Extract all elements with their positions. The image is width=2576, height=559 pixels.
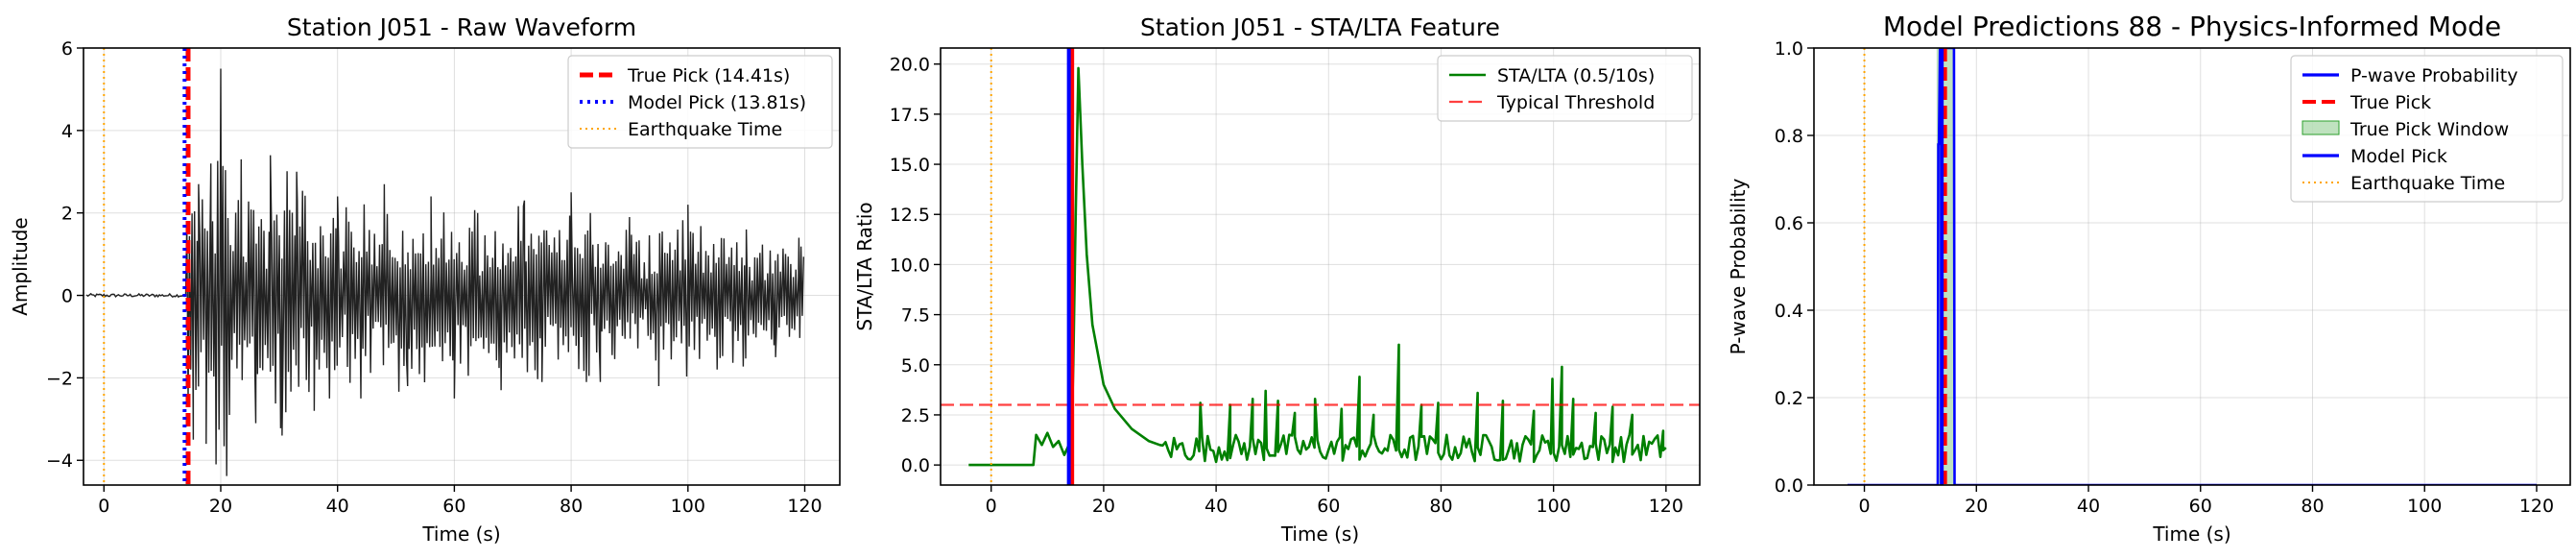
legend: True Pick (14.41s) Model Pick (13.81s) Ear… [567, 55, 833, 149]
x-tick-label: 100 [2407, 496, 2442, 517]
x-tick-label: 80 [2301, 496, 2324, 517]
x-tick-label: 120 [1649, 496, 1683, 517]
y-tick-label: 12.5 [890, 205, 930, 226]
y-tick-label: −4 [46, 450, 73, 472]
x-tick-label: 40 [2077, 496, 2100, 517]
x-tick-label: 120 [2519, 496, 2554, 517]
panel-1: 0 20 40 60 80 100 120 −4 −2 0 2 4 6 Station J051 - Ra… [9, 13, 841, 546]
x-tick-label: 120 [787, 496, 822, 517]
legend-label: True Pick [2349, 92, 2431, 113]
plot-area [1848, 48, 2537, 485]
x-tick-label: 0 [986, 496, 997, 517]
legend-label: True Pick Window [2349, 119, 2509, 140]
x-tick-label: 40 [326, 496, 349, 517]
y-tick-label: 15.0 [890, 155, 930, 176]
y-tick-label: 0.4 [1775, 301, 1803, 322]
y-axis-label: Amplitude [9, 217, 32, 316]
y-axis-label: P-wave Probability [1727, 179, 1750, 355]
y-tick-label: 0 [61, 286, 73, 307]
panel-3: 0 20 40 60 80 100 120 0.0 0.2 0.4 0.6 0.8 1.0 Model P… [1727, 11, 2571, 546]
y-tick-label: 17.5 [890, 105, 930, 126]
plot-area [941, 48, 1700, 485]
legend-swatch [2302, 120, 2340, 135]
x-tick-label: 0 [1858, 496, 1870, 517]
y-tick-label: 0.0 [1775, 475, 1803, 497]
x-tick-label: 80 [560, 496, 583, 517]
x-axis-label: Time (s) [2152, 523, 2230, 546]
axes-frame [940, 47, 1701, 486]
legend: STA/LTA (0.5/10s) Typical Threshold [1437, 55, 1693, 122]
x-tick-label: 60 [2189, 496, 2212, 517]
y-tick-label: −2 [46, 368, 73, 389]
chart-title: Station J051 - STA/LTA Feature [1140, 13, 1500, 41]
plot-area [85, 48, 804, 485]
legend-box [2290, 55, 2564, 203]
legend-label: Model Pick [2350, 146, 2447, 167]
y-tick-label: 0.0 [901, 455, 930, 476]
x-tick-label: 100 [671, 496, 705, 517]
x-tick-label: 60 [442, 496, 465, 517]
y-tick-label: 5.0 [901, 355, 930, 377]
x-axis-label: Time (s) [1280, 523, 1359, 546]
chart-title: Station J051 - Raw Waveform [287, 13, 636, 41]
x-tick-label: 60 [1317, 496, 1340, 517]
y-tick-label: 0.8 [1775, 126, 1803, 147]
legend-label: Earthquake Time [2350, 173, 2505, 194]
y-tick-label: 4 [61, 121, 73, 142]
y-tick-label: 0.2 [1775, 388, 1803, 409]
y-tick-label: 20.0 [890, 55, 930, 76]
x-tick-label: 0 [98, 496, 109, 517]
y-tick-label: 2 [61, 204, 73, 225]
legend-label: Model Pick (13.81s) [628, 92, 806, 113]
axes-frame [1813, 47, 2571, 486]
legend-label: Typical Threshold [1496, 92, 1655, 113]
y-tick-label: 0.6 [1775, 213, 1803, 234]
y-tick-label: 2.5 [901, 405, 930, 426]
legend-box [567, 55, 833, 149]
series-line-0 [968, 66, 1667, 467]
y-tick-label: 6 [61, 38, 73, 60]
legend-label: P-wave Probability [2350, 65, 2518, 86]
x-tick-label: 40 [1205, 496, 1228, 517]
legend-label: Earthquake Time [628, 119, 782, 140]
x-tick-label: 80 [1429, 496, 1452, 517]
legend-label: STA/LTA (0.5/10s) [1497, 65, 1655, 86]
y-axis-label: STA/LTA Ratio [853, 202, 876, 330]
x-tick-label: 20 [1092, 496, 1115, 517]
chart-title: Model Predictions 88 - Physics-Informed … [1883, 11, 2501, 42]
legend-box [1437, 55, 1693, 122]
legend: P-wave Probability True Pick True Pick Win… [2290, 55, 2564, 203]
y-tick-label: 1.0 [1775, 38, 1803, 60]
legend-label: True Pick (14.41s) [627, 65, 790, 86]
series-line-0 [1848, 48, 2537, 485]
x-tick-label: 20 [1965, 496, 1988, 517]
x-axis-label: Time (s) [421, 523, 500, 546]
x-tick-label: 20 [209, 496, 232, 517]
x-tick-label: 100 [1537, 496, 1571, 517]
axes-frame [83, 47, 841, 486]
y-tick-label: 7.5 [901, 305, 930, 327]
y-tick-label: 10.0 [890, 255, 930, 276]
waveform-line [85, 68, 804, 476]
panel-2: 0 20 40 60 80 100 120 0.0 2.5 5.0 7.5 10.0 12.5 15.0 1… [853, 13, 1701, 546]
